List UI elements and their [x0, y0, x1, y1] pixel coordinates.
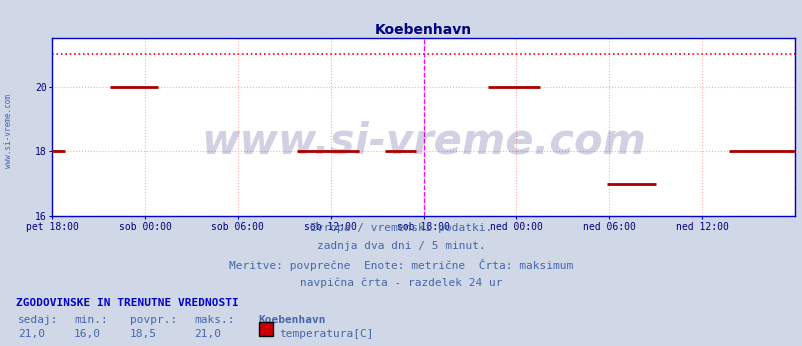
Text: Koebenhavn: Koebenhavn [258, 315, 326, 325]
Text: ZGODOVINSKE IN TRENUTNE VREDNOSTI: ZGODOVINSKE IN TRENUTNE VREDNOSTI [16, 298, 238, 308]
Text: www.si-vreme.com: www.si-vreme.com [200, 120, 646, 162]
Text: maks.:: maks.: [194, 315, 234, 325]
Text: 16,0: 16,0 [74, 329, 101, 339]
Text: min.:: min.: [74, 315, 107, 325]
Text: sedaj:: sedaj: [18, 315, 58, 325]
Text: Meritve: povprečne  Enote: metrične  Črta: maksimum: Meritve: povprečne Enote: metrične Črta:… [229, 259, 573, 271]
Text: navpična črta - razdelek 24 ur: navpična črta - razdelek 24 ur [300, 277, 502, 288]
Title: Koebenhavn: Koebenhavn [375, 23, 472, 37]
Text: www.si-vreme.com: www.si-vreme.com [3, 94, 13, 169]
Text: 21,0: 21,0 [194, 329, 221, 339]
Text: Evropa / vremenski podatki.: Evropa / vremenski podatki. [310, 223, 492, 233]
Text: 18,5: 18,5 [130, 329, 157, 339]
Text: zadnja dva dni / 5 minut.: zadnja dva dni / 5 minut. [317, 241, 485, 251]
Text: temperatura[C]: temperatura[C] [279, 329, 374, 339]
Text: povpr.:: povpr.: [130, 315, 177, 325]
Text: 21,0: 21,0 [18, 329, 45, 339]
